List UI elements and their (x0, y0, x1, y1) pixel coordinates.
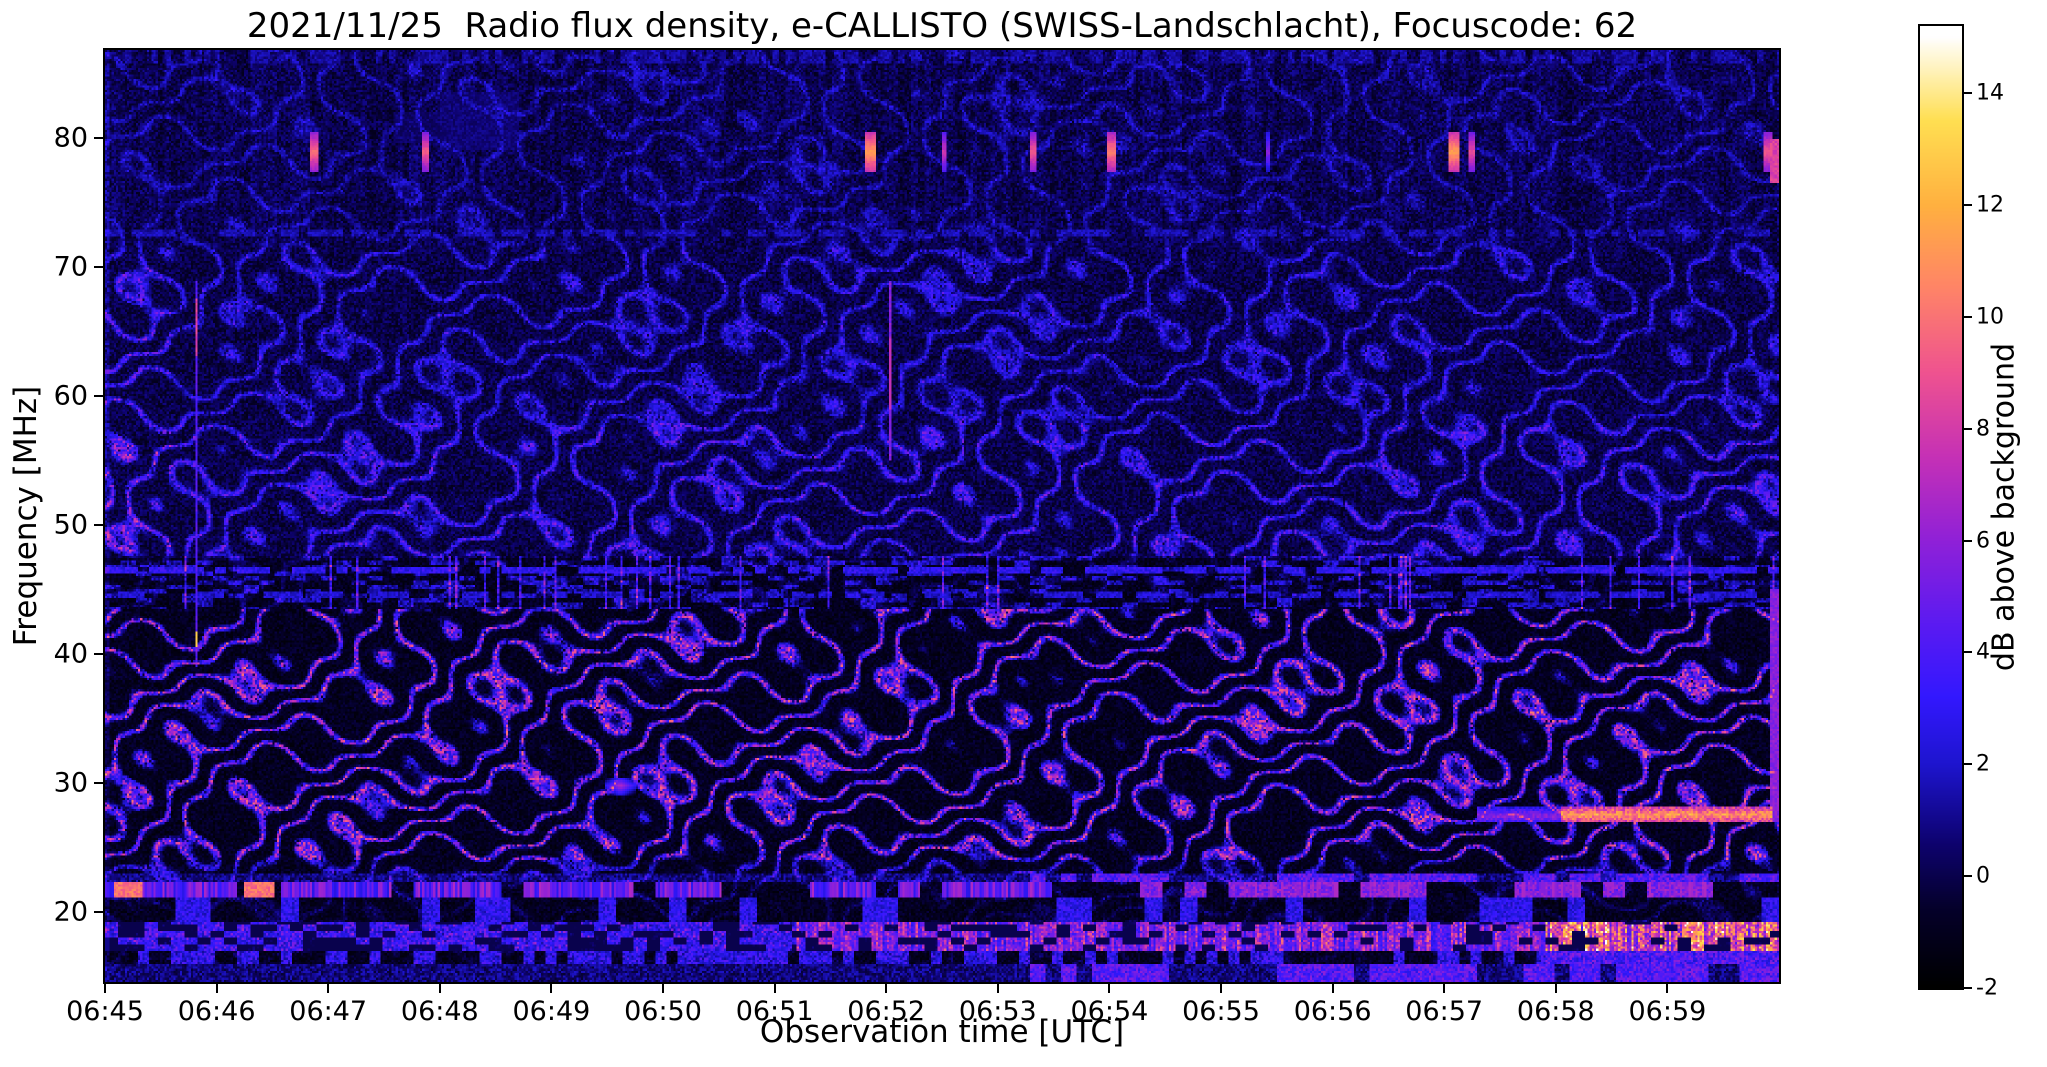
colorbar-tick-mark (1964, 987, 1972, 989)
x-tick-mark (215, 984, 218, 993)
x-tick-label: 06:50 (624, 996, 702, 1027)
colorbar-tick-label: 2 (1976, 751, 1990, 777)
y-tick-mark (94, 782, 103, 785)
x-tick-mark (1443, 984, 1446, 993)
colorbar-tick-mark (1964, 875, 1972, 878)
y-tick-label: 40 (53, 638, 88, 670)
colorbar-tick-mark (1964, 92, 1972, 95)
x-tick-label: 06:59 (1628, 996, 1707, 1027)
colorbar-tick-mark (1964, 763, 1972, 766)
colorbar-tick-label: 6 (1976, 528, 1990, 554)
colorbar-tick-label: 0 (1976, 863, 1990, 889)
y-tick-mark (94, 394, 103, 397)
colorbar-tick-label: 8 (1976, 416, 1990, 442)
colorbar-tick-label: 14 (1976, 80, 2004, 106)
colorbar-tick-label: 4 (1976, 639, 1990, 665)
y-tick-label: 60 (53, 380, 88, 412)
colorbar-tick-mark (1964, 427, 1972, 430)
x-tick-label: 06:57 (1405, 996, 1484, 1027)
x-tick-label: 06:45 (66, 996, 144, 1027)
x-tick-label: 06:49 (512, 996, 591, 1027)
colorbar-tick-label: 12 (1976, 192, 2004, 218)
x-tick-mark (773, 984, 776, 993)
colorbar-tick-mark (1964, 539, 1972, 542)
x-tick-label: 06:55 (1182, 996, 1260, 1027)
x-tick-mark (662, 984, 664, 993)
x-tick-mark (996, 984, 999, 993)
x-tick-label: 06:54 (1070, 996, 1149, 1027)
y-tick-label: 30 (53, 767, 88, 799)
x-tick-mark (885, 984, 888, 993)
x-tick-mark (1108, 984, 1111, 993)
x-tick-label: 06:53 (958, 996, 1037, 1027)
y-tick-label: 80 (53, 122, 88, 154)
y-tick-mark (94, 265, 103, 268)
y-tick-mark (94, 524, 103, 527)
x-tick-label: 06:48 (400, 996, 479, 1027)
x-tick-mark (1666, 984, 1669, 993)
y-tick-label: 70 (53, 251, 88, 283)
x-tick-mark (1331, 984, 1334, 993)
y-axis-label: Frequency [MHz] (8, 385, 44, 647)
y-tick-mark (94, 653, 103, 656)
y-tick-label: 20 (53, 896, 88, 928)
x-tick-mark (1220, 984, 1222, 993)
colorbar-gradient (1918, 24, 1964, 990)
x-tick-label: 06:46 (177, 996, 256, 1027)
x-tick-label: 06:47 (289, 996, 368, 1027)
colorbar-tick-mark (1964, 203, 1972, 206)
y-tick-mark (94, 136, 103, 139)
y-tick-mark (94, 911, 103, 914)
x-tick-mark (438, 984, 441, 993)
x-tick-label: 06:51 (735, 996, 814, 1027)
colorbar-label: dB above background (1986, 342, 2022, 672)
x-tick-label: 06:52 (847, 996, 926, 1027)
colorbar-tick-mark (1964, 315, 1972, 318)
x-tick-mark (327, 984, 330, 993)
x-tick-mark (104, 984, 106, 993)
y-tick-label: 50 (53, 509, 88, 541)
colorbar-tick-label: 10 (1976, 304, 2004, 330)
colorbar-tick-label: -2 (1976, 975, 1998, 1001)
x-axis-label: Observation time [UTC] (759, 1014, 1125, 1050)
colorbar-tick-mark (1964, 651, 1972, 654)
x-tick-label: 06:58 (1516, 996, 1595, 1027)
spectrogram-heatmap (103, 48, 1781, 984)
x-tick-mark (550, 984, 553, 993)
chart-title: 2021/11/25 Radio flux density, e-CALLIST… (246, 6, 1638, 46)
x-tick-label: 06:56 (1293, 996, 1372, 1027)
x-tick-mark (1554, 984, 1557, 993)
